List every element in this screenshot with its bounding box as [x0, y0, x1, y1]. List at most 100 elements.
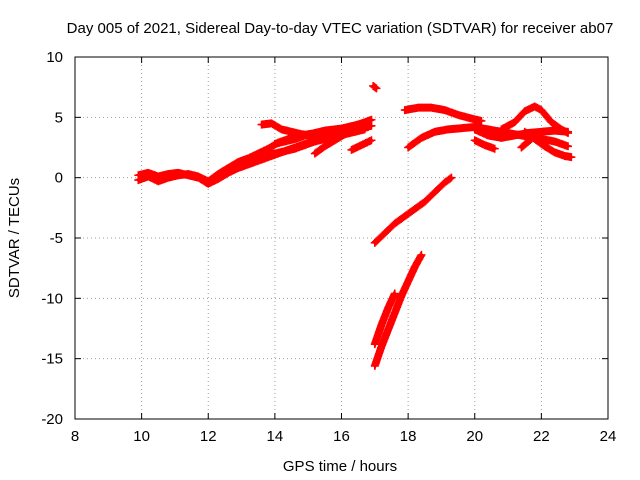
data-point — [196, 176, 200, 180]
data-point — [333, 138, 337, 142]
data-point — [539, 130, 543, 134]
data-point — [323, 144, 327, 148]
data-point — [433, 130, 437, 134]
data-point — [373, 241, 377, 245]
y-axis-label: SDTVAR / TECUs — [6, 178, 23, 298]
data-point — [433, 190, 437, 194]
series-5 — [310, 124, 359, 158]
data-point — [186, 173, 190, 177]
y-tick-label: -15 — [41, 351, 63, 368]
data-point — [349, 148, 353, 152]
data-point — [293, 137, 297, 141]
series-10 — [370, 250, 426, 370]
data-point — [553, 129, 557, 133]
data-point — [539, 108, 543, 112]
data-point — [533, 104, 537, 108]
data-point — [369, 138, 373, 142]
data-point — [233, 165, 237, 169]
data-point — [359, 143, 363, 147]
data-point — [386, 306, 390, 310]
data-point — [343, 132, 347, 136]
data-point — [323, 137, 327, 141]
x-tick-label: 8 — [71, 428, 79, 445]
data-point — [266, 147, 270, 151]
series-9 — [370, 289, 399, 349]
data-point — [293, 147, 297, 151]
data-point — [303, 133, 307, 137]
data-point — [243, 161, 247, 165]
data-point — [459, 126, 463, 130]
data-point — [290, 130, 294, 134]
y-tick-label: 0 — [55, 170, 63, 187]
data-point — [313, 139, 317, 143]
data-point — [523, 109, 527, 113]
x-tick-label: 20 — [466, 428, 483, 445]
data-point — [499, 127, 503, 131]
data-point — [403, 108, 407, 112]
data-point — [566, 144, 570, 148]
data-point — [443, 108, 447, 112]
data-point — [473, 127, 477, 131]
data-point — [393, 292, 397, 296]
data-point — [386, 328, 390, 332]
data-point — [363, 125, 367, 129]
data-point — [379, 345, 383, 349]
data-point — [519, 146, 523, 149]
data-point — [483, 143, 487, 147]
axis-ticks: 8 10 12 14 16 18 20 22 24 -20 -15 -10 -5 0 5 10 — [41, 49, 616, 445]
data-point — [543, 144, 547, 148]
data-point — [449, 176, 453, 180]
data-point — [343, 126, 347, 130]
data-point — [456, 113, 460, 117]
data-point — [263, 154, 267, 158]
data-point — [136, 178, 140, 182]
data-point — [323, 129, 327, 133]
data-point — [216, 177, 220, 181]
data-point — [369, 118, 373, 122]
data-point — [406, 279, 410, 283]
data-point — [473, 138, 477, 142]
y-tick-label: -5 — [50, 230, 63, 247]
data-point — [166, 172, 170, 176]
data-point — [383, 231, 387, 235]
data-point — [419, 253, 423, 257]
data-point — [270, 121, 274, 125]
data-point — [176, 171, 180, 175]
data-point — [283, 139, 287, 143]
data-point — [333, 127, 337, 131]
data-point — [393, 311, 397, 315]
data-point — [559, 127, 563, 131]
data-point — [146, 171, 150, 175]
data-point — [563, 154, 567, 158]
series-11 — [400, 103, 486, 125]
data-point — [206, 182, 210, 186]
data-point — [486, 127, 490, 131]
data-point — [136, 173, 140, 177]
series-8 — [370, 173, 456, 247]
x-tick-label: 12 — [200, 428, 217, 445]
x-axis-label: GPS time / hours — [283, 458, 397, 475]
data-point — [273, 142, 277, 146]
data-point — [553, 150, 557, 154]
y-tick-label: -20 — [41, 411, 63, 428]
y-tick-label: 5 — [55, 109, 63, 126]
data-point — [273, 152, 277, 156]
data-point — [469, 117, 473, 121]
y-tick-label: -10 — [41, 290, 63, 307]
series-6 — [347, 136, 376, 154]
data-point — [553, 139, 557, 143]
data-point — [223, 170, 227, 174]
data-point — [403, 214, 407, 218]
series-8-markers — [370, 173, 456, 247]
data-point — [429, 106, 433, 110]
data-point — [373, 364, 377, 368]
x-tick-label: 22 — [533, 428, 550, 445]
data-point — [260, 123, 264, 127]
data-point — [413, 207, 417, 211]
data-point — [486, 133, 490, 137]
data-point — [373, 342, 377, 346]
x-tick-label: 14 — [267, 428, 284, 445]
x-tick-label: 10 — [133, 428, 150, 445]
data-point — [443, 180, 447, 184]
